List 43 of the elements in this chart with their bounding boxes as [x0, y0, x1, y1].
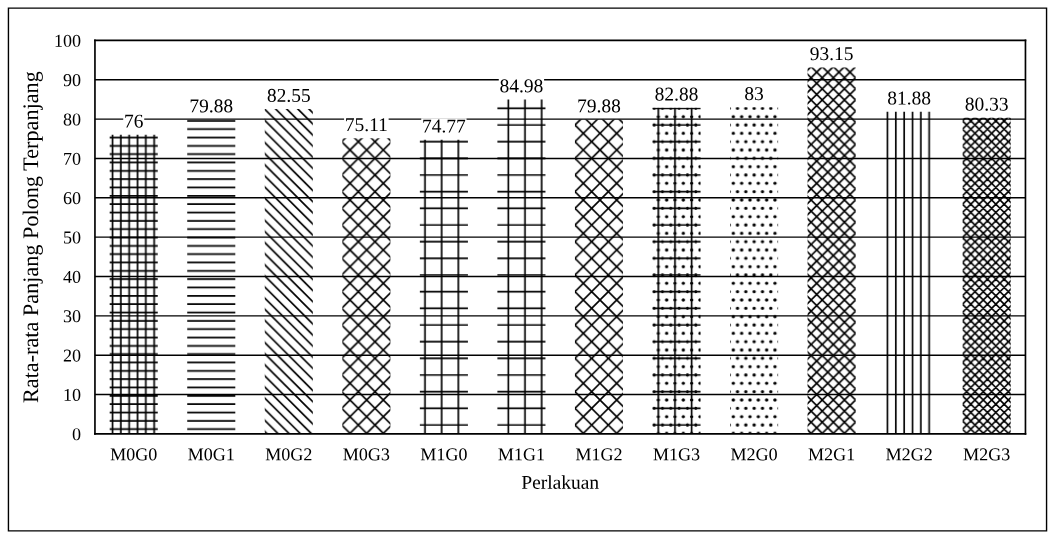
- y-tick-label: 20: [63, 349, 81, 362]
- data-label: 80.33: [965, 97, 1008, 111]
- x-tick-label: M0G3: [343, 448, 390, 461]
- data-label: 79.88: [190, 99, 233, 113]
- data-label: 93.15: [810, 47, 853, 61]
- bar: [730, 107, 779, 434]
- bar: [497, 99, 546, 434]
- y-tick-label: 100: [55, 34, 81, 47]
- y-tick-label: 40: [63, 270, 81, 283]
- data-label: 75.11: [346, 118, 387, 132]
- data-label: 83: [745, 87, 764, 101]
- data-label: 82.55: [267, 88, 310, 103]
- data-label: 84.98: [500, 79, 543, 93]
- bar: [342, 138, 391, 434]
- x-tick-label: M1G2: [575, 448, 622, 461]
- x-tick-label: M1G1: [498, 448, 544, 461]
- data-label: 76: [125, 114, 143, 128]
- y-tick-label: 50: [64, 231, 81, 244]
- y-tick-label: 60: [63, 192, 81, 205]
- data-label: 74.77: [423, 119, 466, 133]
- x-tick-label: M0G1: [188, 448, 234, 461]
- x-tick-label: M2G1: [808, 448, 855, 461]
- x-tick-label: M2G2: [886, 448, 932, 461]
- x-axis-title: Perlakuan: [521, 475, 599, 489]
- data-label: 79.88: [578, 99, 621, 113]
- x-tick-label: M0G0: [110, 448, 157, 461]
- x-tick-label: M2G3: [963, 448, 1010, 461]
- y-tick-label: 30: [63, 310, 81, 323]
- y-axis-title: Rata-rata Panjang Polong Terpanjang: [22, 71, 43, 403]
- x-tick-label: M1G3: [653, 448, 700, 461]
- data-label: 81.88: [888, 91, 931, 105]
- data-label: 82.88: [655, 87, 698, 101]
- y-tick-label: 10: [64, 388, 81, 401]
- bar: [109, 134, 158, 434]
- y-tick-label: 70: [64, 152, 81, 165]
- x-tick-label: M1G0: [420, 448, 467, 461]
- x-tick-label: M2G0: [731, 448, 777, 461]
- bar: [419, 139, 468, 434]
- y-tick-label: 0: [72, 428, 81, 441]
- x-tick-label: M0G2: [265, 448, 312, 461]
- y-tick-label: 80: [63, 113, 81, 126]
- y-tick-label: 90: [63, 74, 81, 87]
- bar: [264, 109, 313, 434]
